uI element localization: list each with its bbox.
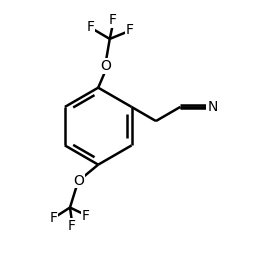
Text: F: F (126, 23, 134, 37)
Text: F: F (86, 20, 94, 34)
Text: O: O (100, 59, 111, 73)
Text: N: N (207, 100, 217, 114)
Text: O: O (74, 173, 84, 188)
Text: F: F (68, 219, 76, 233)
Text: F: F (82, 210, 90, 224)
Text: F: F (109, 13, 117, 28)
Text: F: F (49, 211, 57, 225)
